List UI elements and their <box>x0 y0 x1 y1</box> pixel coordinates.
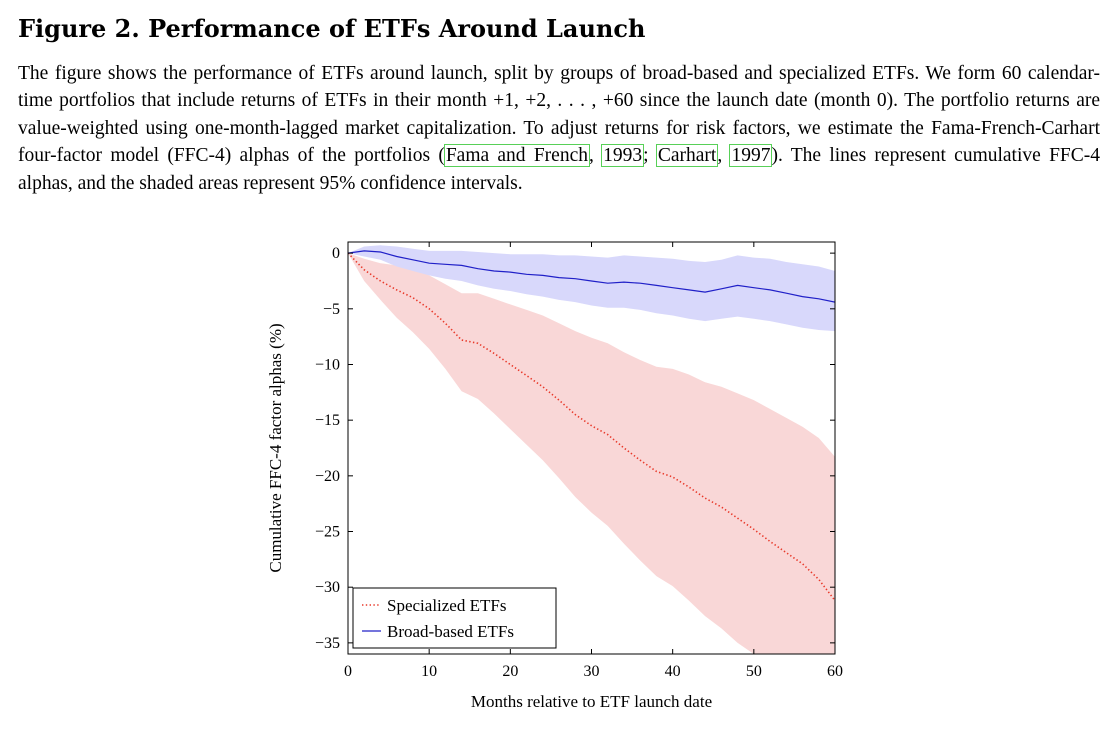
legend-box <box>352 587 557 649</box>
x-tick-label: 60 <box>827 663 843 680</box>
x-axis-label: Months relative to ETF launch date <box>471 692 712 711</box>
y-axis-label: Cumulative FFC-4 factor alphas (%) <box>266 323 285 572</box>
y-tick-label: 0 <box>332 245 340 262</box>
broad-based-etfs-legend-label: Broad-based ETFs <box>387 622 514 641</box>
y-tick-label: −30 <box>315 579 340 596</box>
figure-caption: The figure shows the performance of ETFs… <box>18 60 1100 197</box>
series-lines <box>348 250 835 602</box>
y-tick-label: −10 <box>315 356 340 373</box>
y-tick-label: −5 <box>323 301 340 318</box>
citation-link-carhart[interactable]: Carhart <box>655 144 719 168</box>
x-tick-label: 20 <box>502 663 518 680</box>
chart-legend: Specialized ETFs Broad-based ETFs <box>352 587 557 649</box>
specialized-etfs-line <box>348 252 835 602</box>
caption-text-end: ). The lines represent cumulative FFC-4 … <box>18 145 1101 194</box>
x-tick-label: 50 <box>746 663 762 680</box>
y-tick-label: −15 <box>315 412 340 429</box>
x-tick-label: 40 <box>665 663 681 680</box>
caption-separator: , <box>588 145 603 167</box>
citation-link-fama-french-year[interactable]: 1993 <box>601 144 645 168</box>
caption-separator: , <box>717 145 731 167</box>
x-tick-label: 10 <box>421 663 437 680</box>
citation-link-carhart-year[interactable]: 1997 <box>729 144 773 168</box>
y-axis-ticks: 0 −5 −10 −15 −20 −25 −30 −35 <box>315 245 835 652</box>
x-axis-ticks: 0 10 20 30 40 50 60 <box>344 242 843 680</box>
specialized-etfs-confidence-band <box>348 253 835 654</box>
x-tick-label: 30 <box>584 663 600 680</box>
figure-title: Figure 2. Performance of ETFs Around Lau… <box>18 14 646 43</box>
y-tick-label: −35 <box>315 635 340 652</box>
caption-separator: ; <box>643 145 657 167</box>
broad-based-etfs-line <box>348 250 835 303</box>
citation-link-fama-french[interactable]: Fama and French <box>443 144 590 168</box>
caption-text: The figure shows the performance of ETFs… <box>18 63 1100 167</box>
y-tick-label: −20 <box>315 468 340 485</box>
x-tick-label: 0 <box>344 663 352 680</box>
specialized-etfs-legend-label: Specialized ETFs <box>387 596 506 615</box>
y-tick-label: −25 <box>315 524 340 541</box>
